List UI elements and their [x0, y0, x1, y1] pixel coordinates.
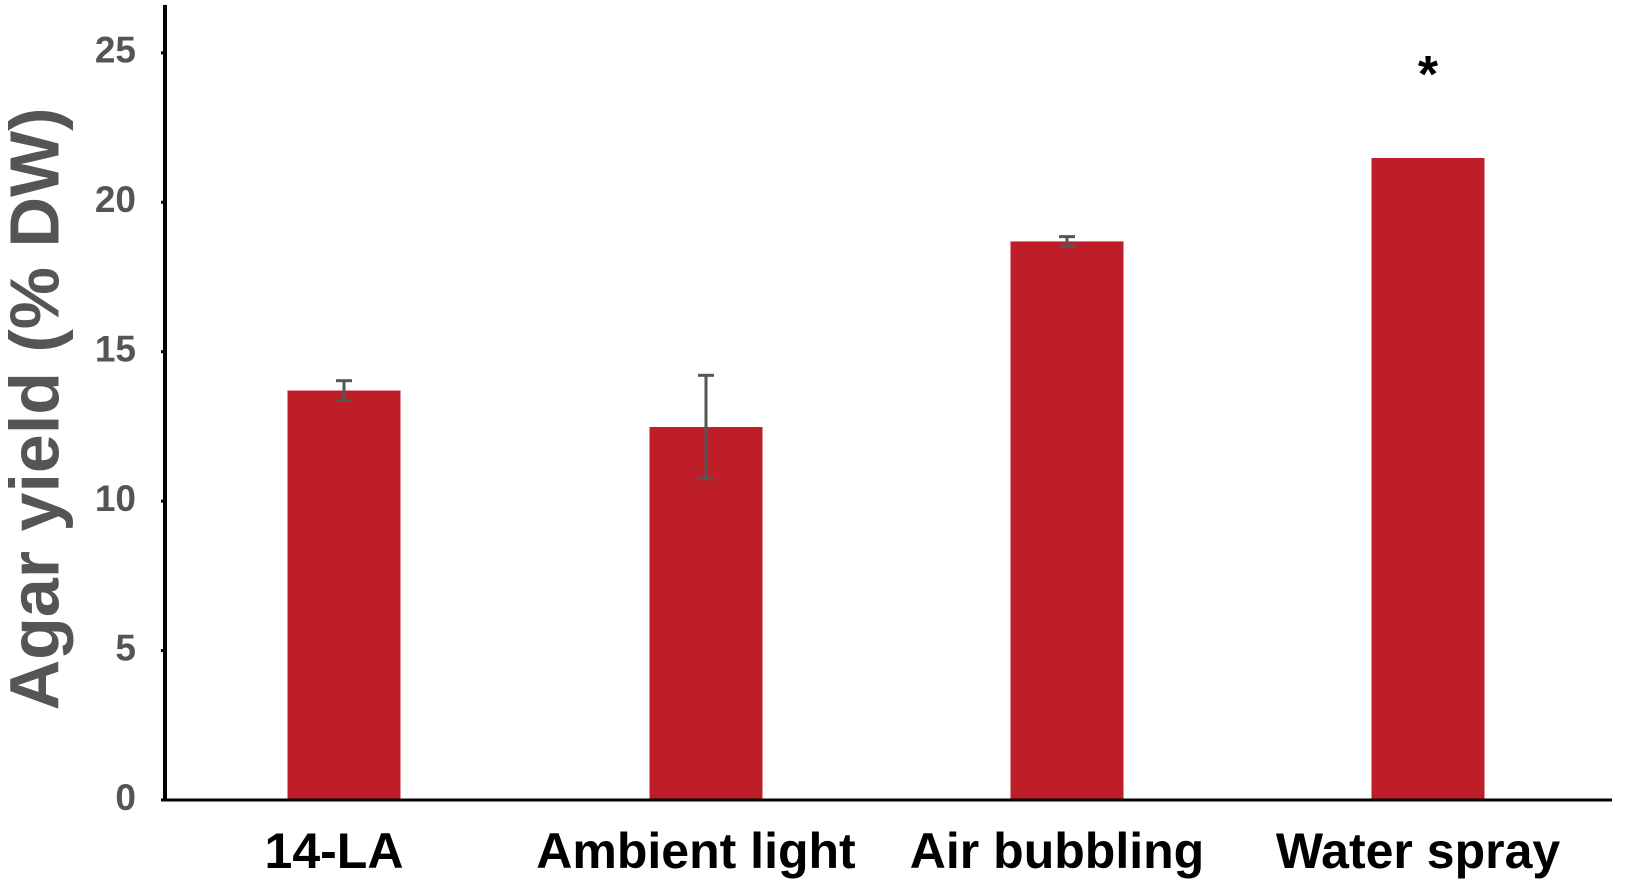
bar [287, 390, 401, 800]
y-tick-label: 5 [115, 627, 136, 668]
y-tick-label: 25 [95, 30, 136, 71]
bar [649, 427, 763, 800]
error-bar [336, 379, 352, 402]
x-tick-label: Ambient light [536, 823, 856, 879]
y-axis-title: Agar yield (% DW) [0, 108, 73, 711]
y-tick-label: 20 [95, 179, 136, 220]
y-tick-label: 15 [95, 328, 136, 369]
annotation: * [1418, 46, 1439, 104]
x-tick-label: Air bubbling [910, 823, 1204, 879]
bar [1010, 241, 1124, 800]
y-tick-label: 0 [115, 777, 136, 818]
error-bar [698, 373, 714, 481]
x-tick-label: Water spray [1276, 823, 1561, 879]
x-tick-label: 14-LA [265, 823, 404, 879]
error-bar [1059, 235, 1075, 248]
y-tick-label: 10 [95, 478, 136, 519]
bar [1371, 158, 1485, 800]
